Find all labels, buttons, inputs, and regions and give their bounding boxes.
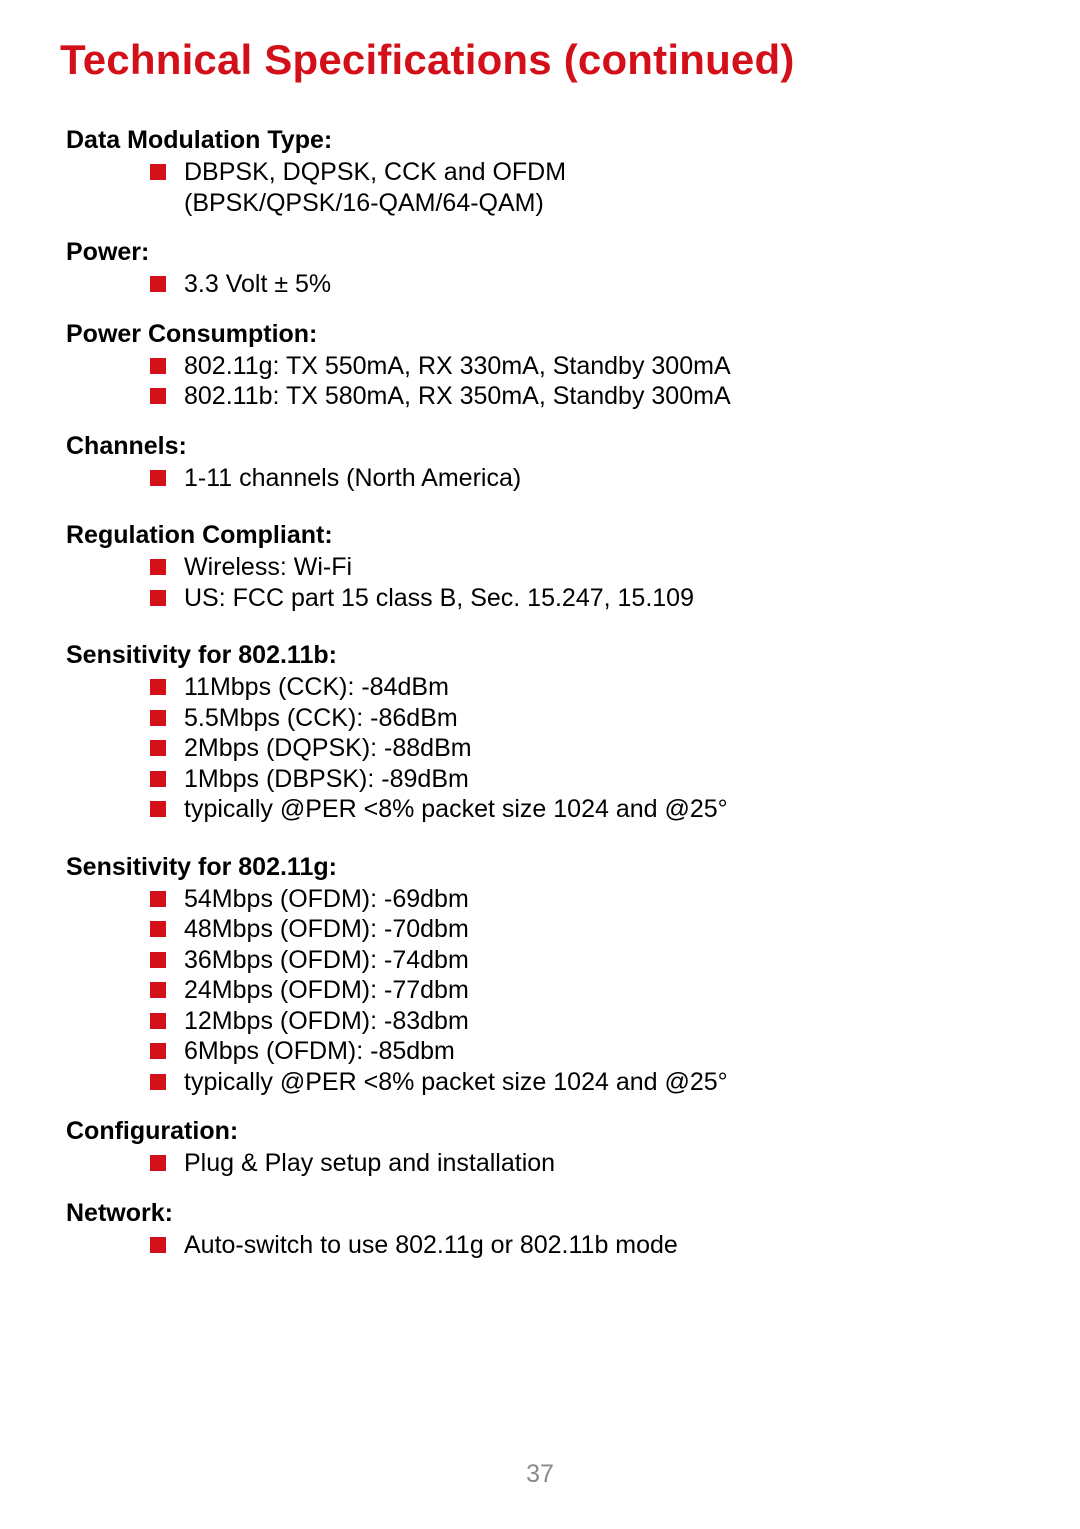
bullet-text: 3.3 Volt ± 5% (184, 270, 331, 298)
section-heading: Sensitivity for 802.11g: (60, 853, 1020, 882)
bullet-item: 48Mbps (OFDM): -70dbm (150, 914, 1020, 945)
section-heading: Sensitivity for 802.11b: (60, 641, 1020, 670)
bullet-text: US: FCC part 15 class B, Sec. 15.247, 15… (184, 584, 694, 612)
bullet-item: 5.5Mbps (CCK): -86dBm (150, 703, 1020, 734)
bullet-text: 5.5Mbps (CCK): -86dBm (184, 704, 458, 732)
bullet-list: Plug & Play setup and installation (60, 1148, 1020, 1179)
bullet-item: Wireless: Wi-Fi (150, 552, 1020, 583)
bullet-text: Wireless: Wi-Fi (184, 553, 352, 581)
bullet-list: DBPSK, DQPSK, CCK and OFDM(BPSK/QPSK/16-… (60, 157, 1020, 218)
bullet-text: 802.11b: TX 580mA, RX 350mA, Standby 300… (184, 382, 731, 410)
bullet-text: Auto-switch to use 802.11g or 802.11b mo… (184, 1231, 678, 1259)
section-heading: Network: (60, 1199, 1020, 1228)
bullet-item: 2Mbps (DQPSK): -88dBm (150, 733, 1020, 764)
bullet-item: 24Mbps (OFDM): -77dbm (150, 975, 1020, 1006)
page-number: 37 (0, 1460, 1080, 1489)
page-title: Technical Specifications (continued) (60, 36, 1020, 84)
bullet-text: typically @PER <8% packet size 1024 and … (184, 795, 728, 823)
bullet-item: 3.3 Volt ± 5% (150, 269, 1020, 300)
bullet-list: 54Mbps (OFDM): -69dbm48Mbps (OFDM): -70d… (60, 884, 1020, 1098)
bullet-text: 48Mbps (OFDM): -70dbm (184, 915, 469, 943)
bullet-item: 6Mbps (OFDM): -85dbm (150, 1036, 1020, 1067)
bullet-item: 802.11b: TX 580mA, RX 350mA, Standby 300… (150, 381, 1020, 412)
bullet-item: typically @PER <8% packet size 1024 and … (150, 1067, 1020, 1098)
section-heading: Power Consumption: (60, 320, 1020, 349)
bullet-text: Plug & Play setup and installation (184, 1149, 555, 1177)
bullet-list: 802.11g: TX 550mA, RX 330mA, Standby 300… (60, 351, 1020, 412)
bullet-subtext: (BPSK/QPSK/16-QAM/64-QAM) (184, 188, 1020, 219)
bullet-item: 802.11g: TX 550mA, RX 330mA, Standby 300… (150, 351, 1020, 382)
bullet-item: Plug & Play setup and installation (150, 1148, 1020, 1179)
bullet-text: 1-11 channels (North America) (184, 464, 521, 492)
section-heading: Data Modulation Type: (60, 126, 1020, 155)
bullet-item: 12Mbps (OFDM): -83dbm (150, 1006, 1020, 1037)
bullet-item: typically @PER <8% packet size 1024 and … (150, 794, 1020, 825)
bullet-text: typically @PER <8% packet size 1024 and … (184, 1068, 728, 1096)
section-heading: Regulation Compliant: (60, 521, 1020, 550)
bullet-text: 1Mbps (DBPSK): -89dBm (184, 765, 469, 793)
bullet-text: 6Mbps (OFDM): -85dbm (184, 1037, 455, 1065)
bullet-text: 802.11g: TX 550mA, RX 330mA, Standby 300… (184, 352, 731, 380)
section-heading: Power: (60, 238, 1020, 267)
bullet-item: 1Mbps (DBPSK): -89dBm (150, 764, 1020, 795)
bullet-item: 1-11 channels (North America) (150, 463, 1020, 494)
bullet-item: DBPSK, DQPSK, CCK and OFDM(BPSK/QPSK/16-… (150, 157, 1020, 218)
bullet-item: 36Mbps (OFDM): -74dbm (150, 945, 1020, 976)
bullet-list: 11Mbps (CCK): -84dBm 5.5Mbps (CCK): -86dB… (60, 672, 1020, 825)
bullet-item: Auto-switch to use 802.11g or 802.11b mo… (150, 1230, 1020, 1261)
bullet-list: 3.3 Volt ± 5% (60, 269, 1020, 300)
bullet-list: Auto-switch to use 802.11g or 802.11b mo… (60, 1230, 1020, 1261)
spec-content: Data Modulation Type:DBPSK, DQPSK, CCK a… (60, 126, 1020, 1272)
bullet-list: Wireless: Wi-Fi US: FCC part 15 class B, … (60, 552, 1020, 613)
bullet-item: 54Mbps (OFDM): -69dbm (150, 884, 1020, 915)
bullet-text: 12Mbps (OFDM): -83dbm (184, 1007, 469, 1035)
bullet-list: 1-11 channels (North America) (60, 463, 1020, 494)
bullet-text: 36Mbps (OFDM): -74dbm (184, 946, 469, 974)
bullet-text: 54Mbps (OFDM): -69dbm (184, 885, 469, 913)
bullet-text: 11Mbps (CCK): -84dBm (184, 673, 449, 701)
section-heading: Channels: (60, 432, 1020, 461)
bullet-text: 2Mbps (DQPSK): -88dBm (184, 734, 472, 762)
bullet-item: US: FCC part 15 class B, Sec. 15.247, 15… (150, 583, 1020, 614)
bullet-item: 11Mbps (CCK): -84dBm (150, 672, 1020, 703)
bullet-text: DBPSK, DQPSK, CCK and OFDM (184, 158, 566, 186)
section-heading: Configuration: (60, 1117, 1020, 1146)
bullet-text: 24Mbps (OFDM): -77dbm (184, 976, 469, 1004)
